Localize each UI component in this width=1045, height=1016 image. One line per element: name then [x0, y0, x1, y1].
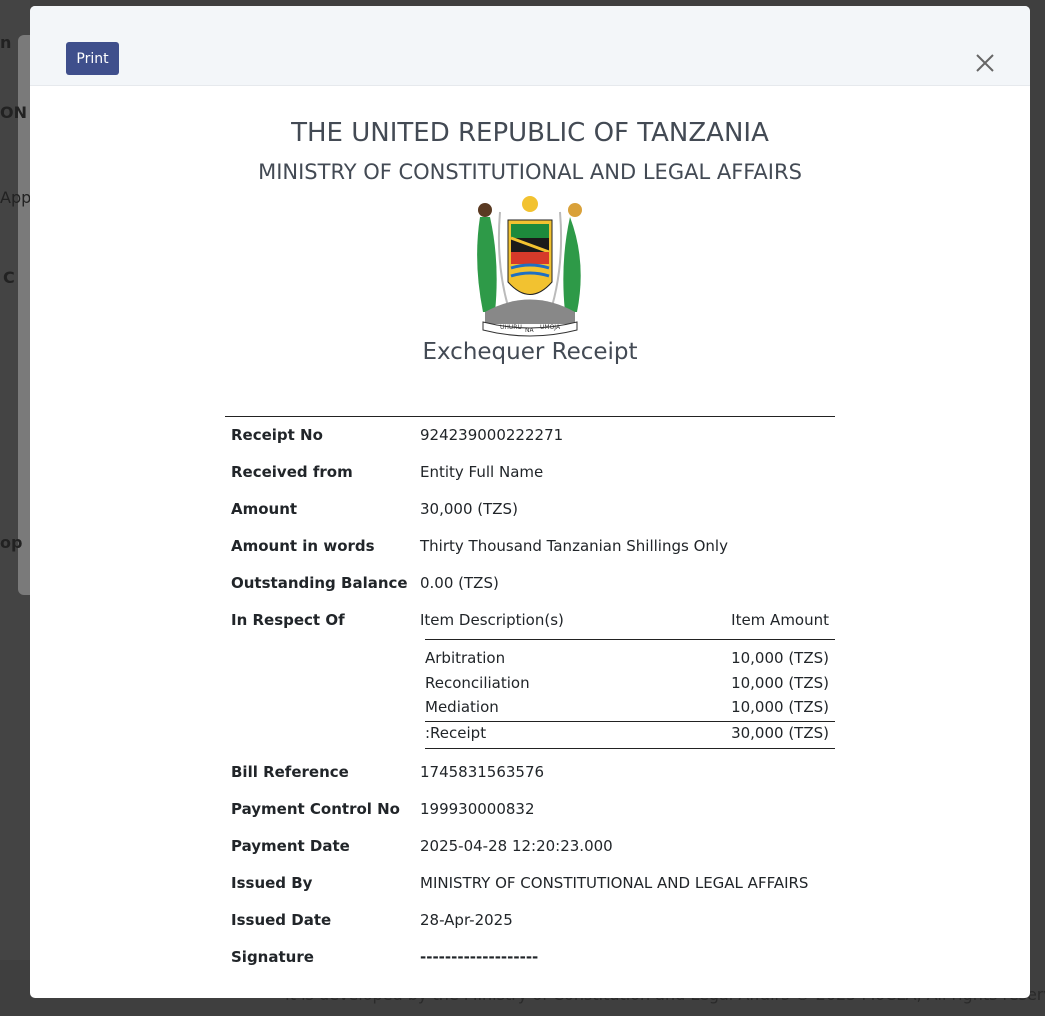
- row-value: 199930000832: [420, 799, 535, 818]
- row-label: Bill Reference: [231, 762, 349, 781]
- row-value: 28-Apr-2025: [420, 910, 513, 929]
- coat-of-arms-logo: UHURU NA UMOJA: [477, 196, 582, 337]
- bg-fragment: App: [0, 188, 32, 207]
- row-value: 0.00 (TZS): [420, 573, 499, 592]
- country-title: THE UNITED REPUBLIC OF TANZANIA: [291, 118, 769, 148]
- table-row: Payment Control No 199930000832: [225, 790, 835, 827]
- row-label: Receipt No: [231, 425, 323, 444]
- table-row: Amount 30,000 (TZS): [225, 490, 835, 527]
- crest-motto: NA: [525, 327, 534, 334]
- print-button[interactable]: Print: [66, 42, 119, 75]
- total-row: :Receipt 30,000 (TZS): [425, 720, 835, 746]
- row-label: Received from: [231, 462, 353, 481]
- row-value: 2025-04-28 12:20:23.000: [420, 836, 613, 855]
- table-row: Issued Date 28-Apr-2025: [225, 901, 835, 938]
- table-row: Received from Entity Full Name: [225, 453, 835, 490]
- receipt-table: Receipt No 924239000222271 Received from E…: [225, 416, 835, 975]
- row-label: Payment Control No: [231, 799, 400, 818]
- row-value: 924239000222271: [420, 425, 564, 444]
- items-list: Arbitration 10,000 (TZS) Reconciliation 10…: [425, 639, 835, 749]
- total-amount: 30,000 (TZS): [731, 724, 829, 743]
- item-amount: 10,000 (TZS): [731, 698, 829, 717]
- row-label: Amount in words: [231, 536, 375, 555]
- row-label: Outstanding Balance: [231, 573, 408, 592]
- table-row: Outstanding Balance 0.00 (TZS): [225, 564, 835, 601]
- row-label: Issued Date: [231, 910, 332, 929]
- item-desc: Arbitration: [425, 649, 506, 668]
- table-row: Issued By MINISTRY OF CONSTITUTIONAL AND …: [225, 864, 835, 901]
- bg-fragment: ON: [0, 103, 27, 122]
- bg-fragment: op: [0, 533, 23, 552]
- row-value: 30,000 (TZS): [420, 499, 518, 518]
- table-row: In Respect Of Item Description(s) Item Amo…: [225, 601, 835, 638]
- row-value: 1745831563576: [420, 762, 545, 781]
- row-label: Payment Date: [231, 836, 350, 855]
- crest-motto: UMOJA: [540, 324, 561, 331]
- table-row: Receipt No 924239000222271: [225, 416, 835, 453]
- table-row: Payment Date 2025-04-28 12:20:23.000: [225, 827, 835, 864]
- row-value: MINISTRY OF CONSTITUTIONAL AND LEGAL AFF…: [420, 873, 809, 892]
- item-amount: 10,000 (TZS): [731, 673, 829, 692]
- item-desc: Reconciliation: [425, 673, 530, 692]
- bg-fragment: C: [3, 268, 15, 287]
- bg-fragment: n: [0, 33, 12, 52]
- list-item: Arbitration 10,000 (TZS): [425, 646, 835, 671]
- list-item: Reconciliation 10,000 (TZS): [425, 671, 835, 696]
- row-value: Thirty Thousand Tanzanian Shillings Only: [420, 536, 728, 555]
- row-label: In Respect Of: [231, 610, 345, 629]
- table-row: Signature -------------------: [225, 938, 835, 975]
- row-value: Entity Full Name: [420, 462, 544, 481]
- table-row: Amount in words Thirty Thousand Tanzanian…: [225, 527, 835, 564]
- item-desc: Mediation: [425, 698, 499, 717]
- ministry-title: MINISTRY OF CONSTITUTIONAL AND LEGAL AFF…: [258, 160, 802, 184]
- row-label: Signature: [231, 947, 314, 966]
- list-item: Mediation 10,000 (TZS): [425, 695, 835, 720]
- crest-motto: UHURU: [500, 324, 522, 331]
- item-amount: 10,000 (TZS): [731, 649, 829, 668]
- row-value: Item Description(s) Item Amount: [420, 601, 835, 638]
- col-desc-header: Item Description(s): [420, 610, 564, 629]
- receipt-modal: Print THE UNITED REPUBLIC OF TANZANIA MI…: [30, 6, 1030, 998]
- signature-line: -------------------: [420, 947, 539, 966]
- table-row: Bill Reference 1745831563576: [225, 753, 835, 790]
- receipt-header: THE UNITED REPUBLIC OF TANZANIA MINISTRY…: [225, 106, 835, 365]
- divider: [225, 416, 835, 417]
- row-label: Amount: [231, 499, 298, 518]
- modal-header: Print: [30, 6, 1030, 86]
- close-icon[interactable]: [972, 50, 998, 76]
- total-desc: :Receipt: [425, 724, 487, 743]
- receipt-heading: Exchequer Receipt: [422, 339, 638, 365]
- col-amount-header: Item Amount: [731, 610, 829, 629]
- row-label: Issued By: [231, 873, 313, 892]
